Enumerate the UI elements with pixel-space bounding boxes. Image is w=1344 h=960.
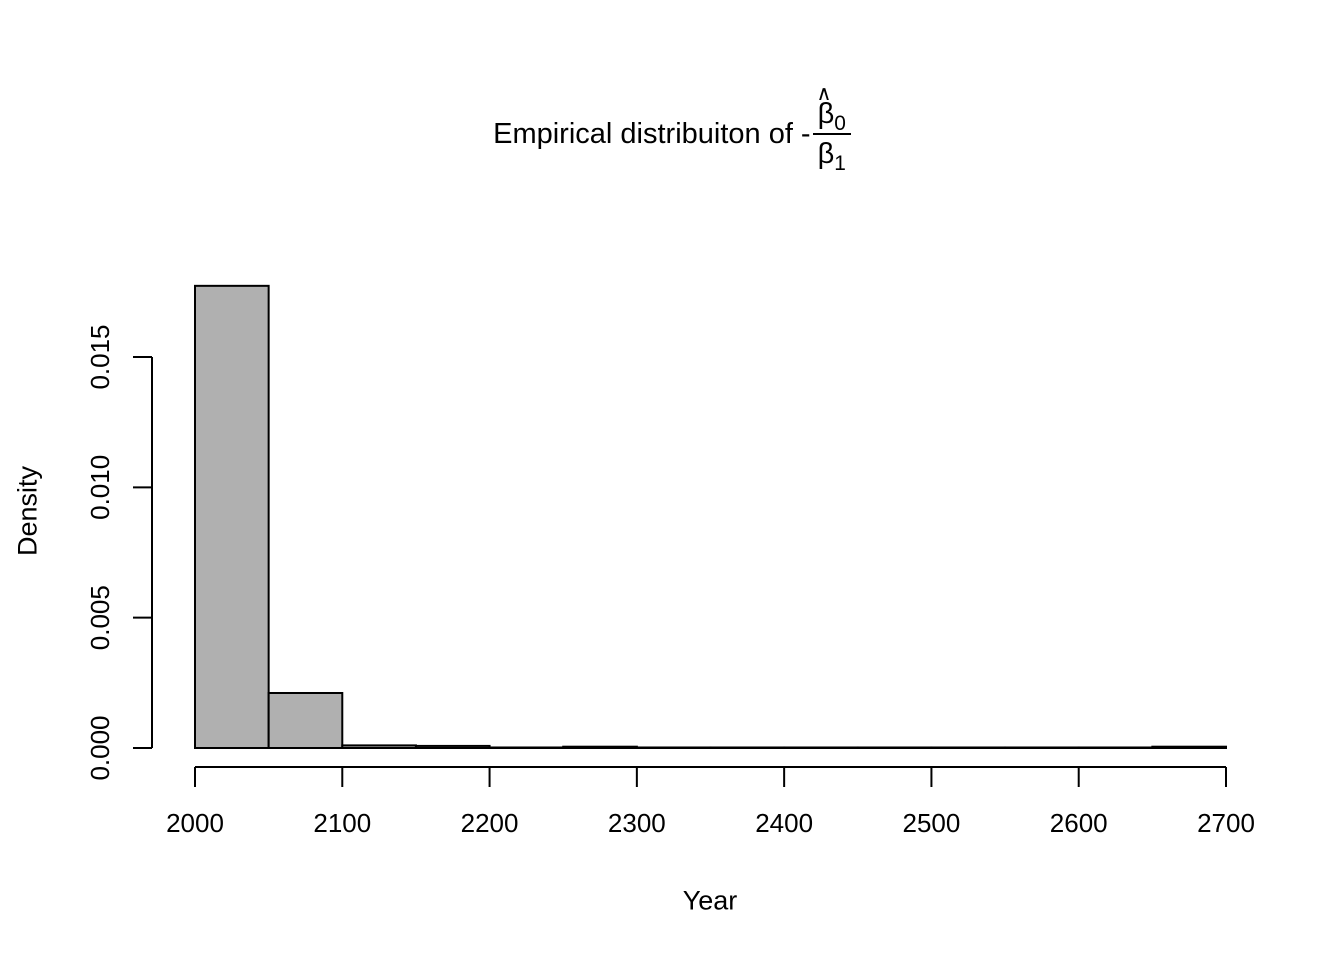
beta0-symbol: β [817,98,835,130]
x-tick-label: 2500 [903,808,961,838]
histogram-bar [930,746,1007,749]
x-tick-label: 2100 [313,808,371,838]
y-tick-label: 0.005 [85,585,115,650]
minus-sign: - [800,117,811,150]
y-tick-label: 0.015 [85,324,115,389]
beta1-subscript: 1 [834,152,846,176]
y-axis-label: Density [12,465,43,557]
histogram-bar [709,746,786,749]
histogram-bar [562,745,638,749]
x-tick-label: 2600 [1050,808,1108,838]
histogram-bar [267,691,344,749]
x-axis-label: Year [682,885,738,916]
histogram-bar [194,284,270,749]
histogram-bar [783,746,859,749]
histogram-bar [635,746,712,749]
x-tick-label: 2000 [166,808,224,838]
y-tick-label: 0.010 [85,455,115,520]
histogram-bar [488,746,565,749]
fraction-numerator: β ∧ 0 [812,83,851,136]
histogram-bar [414,744,491,750]
x-tick-label: 2300 [608,808,666,838]
chart-title: Empirical distribuiton of - β ∧ 0 β1 [0,83,1344,174]
hat-icon: ∧ [816,82,832,105]
histogram-bar [856,746,933,749]
beta-fraction: β ∧ 0 β1 [812,83,851,174]
histogram-bar [341,744,417,749]
histogram-bar [1077,746,1154,749]
x-tick-label: 2400 [755,808,813,838]
histogram-bar [1151,745,1228,749]
histogram-bar [1004,746,1080,749]
x-tick-label: 2700 [1197,808,1255,838]
y-tick-label: 0.000 [85,715,115,780]
x-tick-label: 2200 [461,808,519,838]
beta1-symbol: β [817,138,835,171]
chart-title-text: Empirical distribuiton of [493,117,793,150]
fraction-denominator: β1 [813,135,851,174]
beta0-subscript: 0 [834,111,846,135]
